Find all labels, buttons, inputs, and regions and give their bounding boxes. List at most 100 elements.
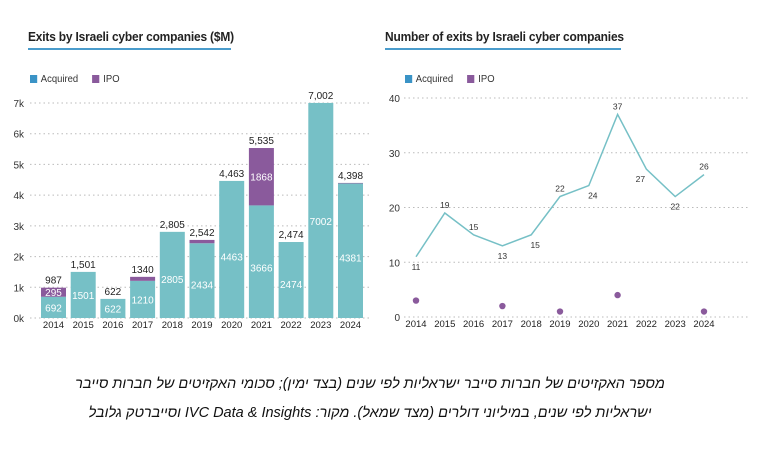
y-tick-label: 6k [13, 130, 25, 141]
line-chart-title: Number of exits by Israeli cyber compani… [385, 29, 624, 44]
bar-total-label: 2,542 [189, 228, 214, 239]
bar-ipo [189, 239, 215, 244]
bar-total-label: 5,535 [249, 136, 274, 147]
line-acquired [415, 112, 705, 258]
x-tick-label: 2017 [492, 319, 513, 330]
bar-acquired-label: 4381 [339, 253, 362, 264]
x-tick-label: 2014 [405, 319, 426, 330]
bar-acquired-label: 3666 [250, 263, 273, 274]
bar-total-label: 987 [45, 276, 62, 287]
bar-total-label: 1,501 [71, 260, 96, 271]
point-label-acquired: 19 [440, 200, 450, 210]
line-chart: 0 10 20 30 40 11 19 15 13 15 22 24 37 27 22 26 2014 2015 2… [389, 94, 748, 330]
legend-swatch-ipo [467, 75, 475, 83]
y-tick-label: 30 [389, 149, 401, 160]
bar-acquired-label: 2474 [280, 280, 303, 291]
point-ipo [614, 291, 621, 299]
legend-label-acquired: Acquired [415, 73, 454, 85]
y-tick-label: 7k [13, 99, 25, 110]
x-tick-label: 2020 [221, 320, 242, 331]
bar-acquired [278, 242, 304, 318]
x-tick-label: 2024 [340, 320, 361, 331]
point-label-acquired: 15 [530, 240, 540, 250]
legend-label-ipo: IPO [103, 73, 120, 85]
legend-swatch-acquired [30, 75, 38, 83]
bar-chart-title: Exits by Israeli cyber companies ($M) [28, 29, 234, 44]
legend-label-ipo: IPO [478, 73, 495, 85]
bar-total-label: 4,463 [219, 169, 244, 180]
point-ipo [412, 297, 420, 304]
bar-total-label: 2,805 [160, 220, 185, 231]
bar-acquired-label: 2434 [191, 280, 214, 291]
x-tick-label: 2023 [310, 320, 331, 331]
bar-ipo [338, 182, 363, 184]
bar-acquired-label: 7002 [310, 217, 333, 228]
point-ipo [556, 308, 564, 315]
y-tick-label: 40 [389, 94, 401, 105]
line-chart-title-underline [385, 48, 621, 50]
x-tick-label: 2018 [521, 319, 542, 330]
x-tick-label: 2023 [665, 319, 686, 330]
point-label-acquired: 22 [670, 202, 680, 212]
bar-acquired-label: 692 [45, 303, 62, 314]
x-tick-label: 2019 [549, 319, 570, 330]
caption-line-1: מספר האקזיטים של חברות סייבר ישראליות לפ… [75, 376, 665, 392]
x-tick-label: 2021 [251, 320, 272, 331]
figure-caption: מספר האקזיטים של חברות סייבר ישראליות לפ… [40, 370, 700, 428]
bar-chart-legend: Acquired IPO [30, 73, 120, 85]
line-chart-legend: Acquired IPO [405, 73, 495, 85]
y-tick-label: 4k [13, 191, 25, 202]
x-tick-label: 2018 [162, 320, 183, 331]
bar-acquired [130, 280, 156, 318]
legend-swatch-acquired [405, 75, 413, 83]
bar-ipo-label: 295 [45, 288, 62, 299]
point-label-acquired: 15 [469, 222, 479, 232]
bar-acquired-label: 2805 [161, 275, 184, 286]
x-tick-label: 2015 [73, 320, 94, 331]
y-tick-label: 2k [13, 253, 25, 264]
x-tick-label: 2019 [191, 320, 212, 331]
bar-total-label: 4,398 [338, 171, 363, 182]
x-tick-label: 2020 [578, 319, 599, 330]
x-tick-label: 2016 [102, 320, 123, 331]
bar-ipo [248, 148, 274, 206]
legend-swatch-ipo [92, 75, 100, 83]
caption-line-2: ישראליות לפי שנים, במיליוני דולרים (מצד … [88, 405, 652, 421]
bar-acquired-label: 4463 [221, 252, 244, 263]
x-tick-label: 2014 [43, 320, 64, 331]
y-tick-label: 1k [13, 283, 25, 294]
x-tick-label: 2022 [281, 320, 302, 331]
bar-total-label: 622 [105, 287, 122, 298]
bar-acquired-label: 622 [105, 304, 122, 315]
bar-acquired [100, 298, 126, 318]
x-tick-label: 2016 [463, 319, 484, 330]
x-tick-label: 2024 [693, 319, 714, 330]
point-label-acquired: 13 [498, 251, 508, 261]
bar-total-label: 2,474 [279, 230, 304, 241]
legend-label-acquired: Acquired [40, 73, 79, 85]
point-label-acquired: 24 [588, 191, 598, 201]
bar-ipo [130, 276, 156, 281]
point-label-acquired: 37 [613, 101, 623, 111]
bar-acquired [41, 296, 66, 318]
bar-ipo-label: 1868 [250, 173, 273, 184]
bar-ipo [41, 287, 66, 297]
point-label-acquired: 22 [555, 184, 565, 194]
y-tick-label: 20 [389, 204, 401, 215]
bar-acquired [70, 271, 96, 318]
point-ipo [700, 308, 708, 315]
y-tick-label: 3k [13, 222, 25, 233]
x-tick-label: 2022 [636, 319, 657, 330]
bar-chart-title-underline [28, 48, 231, 50]
x-tick-label: 2017 [132, 320, 153, 331]
bar-acquired [248, 205, 274, 318]
bar-acquired [159, 231, 185, 318]
y-tick-label: 5k [13, 160, 25, 171]
y-tick-label: 10 [389, 258, 401, 269]
point-label-acquired: 26 [699, 162, 709, 172]
bar-acquired [219, 180, 245, 318]
bar-acquired-label: 1501 [72, 291, 95, 302]
bar-acquired-label: 1210 [131, 295, 154, 306]
x-tick-label: 2021 [607, 319, 628, 330]
